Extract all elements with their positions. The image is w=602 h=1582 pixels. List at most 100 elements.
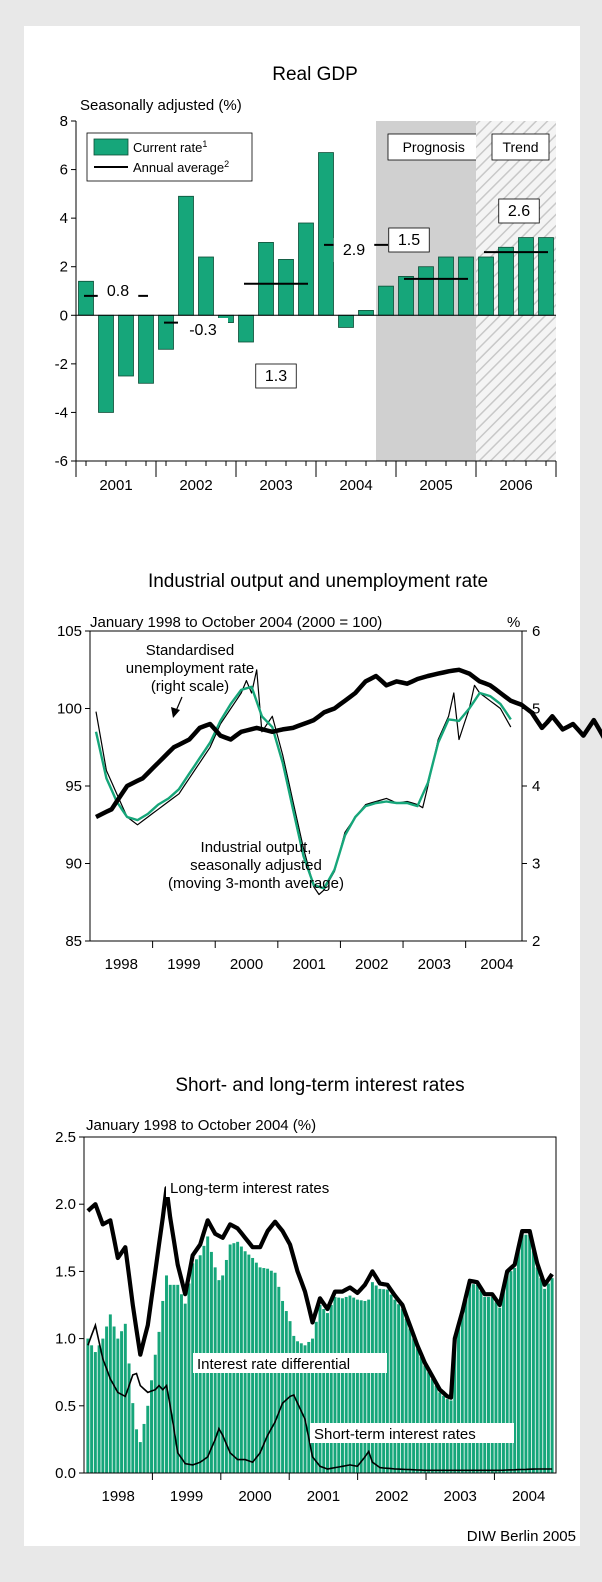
interest-differential-bar — [101, 1338, 105, 1473]
industrial-year-label: 2003 — [418, 956, 451, 973]
interest-differential-bar — [468, 1283, 472, 1473]
interest-differential-bar — [138, 1442, 142, 1473]
interest-differential-bar — [378, 1288, 382, 1473]
interest-differential-bar — [221, 1275, 225, 1473]
interest-year-label: 2001 — [307, 1488, 340, 1505]
gdp-year-label: 2006 — [499, 477, 532, 494]
interest-y-tick-label: 1.0 — [55, 1331, 76, 1348]
interest-differential-bar — [498, 1307, 502, 1473]
gdp-y-tick-label: 4 — [60, 210, 68, 227]
interest-differential-bar — [520, 1234, 524, 1473]
industrial-year-label: 1999 — [167, 956, 200, 973]
gdp-average-label-bg — [255, 363, 297, 389]
industrial-right-tick-label: 4 — [532, 778, 540, 795]
gdp-year-label: 2005 — [419, 477, 452, 494]
interest-differential-bar — [531, 1251, 535, 1473]
interest-differential-bar — [359, 1300, 363, 1473]
interest-differential-bar — [509, 1271, 513, 1473]
interest-differential-bar — [296, 1341, 300, 1473]
interest-differential-bar — [385, 1289, 389, 1473]
gdp-average-label-bg — [97, 279, 139, 303]
interest-differential-bar — [172, 1284, 176, 1473]
legend-annual-average: Annual average2 — [133, 159, 229, 175]
interest-differential-bar — [475, 1284, 479, 1473]
interest-differential-bar — [183, 1303, 187, 1473]
unemployment-line — [94, 667, 602, 820]
interest-differential-bar — [516, 1251, 520, 1473]
interest-differential-bar — [367, 1299, 371, 1473]
interest-differential-bar — [419, 1356, 423, 1473]
interest-differential-bar — [112, 1326, 116, 1473]
legend-swatch-current-rate — [93, 138, 129, 156]
gdp-axes: -6 -4 -2 0 2 4 6 8 2001 2002 2003 2004 2005 2006 — [55, 113, 557, 494]
interest-differential-bar — [168, 1284, 172, 1473]
differential-label-bg — [193, 1353, 387, 1373]
interest-differential-bar — [153, 1354, 157, 1473]
industrial-right-tick-label: 2 — [532, 933, 540, 950]
gdp-region-label-box-1 — [491, 133, 550, 161]
interest-chart: Short- and long-term interest rates Janu… — [55, 1075, 557, 1505]
interest-differential-bar — [513, 1267, 517, 1473]
interest-differential-bar — [543, 1288, 547, 1473]
output-annotation: Industrial output, seasonally adjusted (… — [168, 839, 344, 892]
interest-differential-bar — [93, 1352, 97, 1473]
industrial-right-unit: % — [507, 614, 520, 631]
short-term-label-bg — [310, 1423, 514, 1443]
gdp-subtitle: Seasonally adjusted (%) — [80, 97, 242, 114]
interest-differential-bar — [460, 1314, 464, 1473]
gdp-average-label: 2.6 — [508, 203, 530, 220]
gdp-year-label: 2003 — [259, 477, 292, 494]
industrial-year-label: 2002 — [355, 956, 388, 973]
interest-differential-bar — [535, 1267, 539, 1473]
industrial-axes: 85 90 95 100 105 2 3 4 5 6 1998 1999 2000 2001 2002 200… — [57, 623, 540, 973]
industrial-output-line — [95, 669, 512, 896]
gdp-average-label-bg — [178, 318, 228, 342]
interest-year-label: 2003 — [444, 1488, 477, 1505]
gdp-region-label-1: Trend — [502, 139, 538, 155]
industrial-left-tick-label: 95 — [65, 778, 82, 795]
gdp-average-label: -0.3 — [189, 322, 217, 339]
gdp-y-tick-label: 2 — [60, 259, 68, 276]
interest-differential-bar — [501, 1291, 505, 1473]
interest-differential-bar — [318, 1305, 322, 1473]
gdp-region-label-0: Prognosis — [403, 139, 465, 155]
interest-title: Short- and long-term interest rates — [175, 1075, 464, 1096]
industrial-right-tick-label: 6 — [532, 623, 540, 640]
interest-differential-bar — [157, 1331, 161, 1473]
unemployment-annotation: Standardised unemployment rate (right sc… — [126, 642, 254, 718]
interest-differential-bar — [427, 1372, 431, 1473]
interest-differential-bar — [370, 1282, 374, 1473]
interest-differential-bar — [326, 1313, 329, 1473]
industrial-year-label: 1998 — [105, 956, 138, 973]
interest-differential-bar — [487, 1296, 490, 1473]
interest-differential-bar — [90, 1345, 94, 1473]
interest-differential-bar — [281, 1300, 285, 1473]
interest-differential-bar — [108, 1314, 112, 1473]
gdp-region-label-box-0 — [387, 133, 480, 161]
interest-differential-bar — [142, 1423, 146, 1473]
interest-differential-bar — [490, 1296, 494, 1473]
gdp-y-tick-label: -4 — [55, 404, 68, 421]
gdp-average-label: 2.9 — [343, 242, 365, 259]
interest-differential-bar — [393, 1299, 397, 1473]
interest-differential-bar — [333, 1296, 337, 1473]
interest-differential-bar — [311, 1338, 314, 1473]
interest-differential-bar — [86, 1338, 90, 1473]
unemployment-label-line-2: unemployment rate — [126, 660, 254, 677]
industrial-title: Industrial output and unemployment rate — [148, 571, 488, 592]
interest-differential-bar — [131, 1403, 135, 1473]
interest-differential-bar — [123, 1323, 127, 1473]
interest-y-tick-label: 0.0 — [55, 1465, 76, 1482]
interest-differential-bar — [550, 1278, 554, 1473]
interest-differential-bar — [400, 1308, 404, 1473]
long-term-label: Long-term interest rates — [170, 1180, 329, 1197]
interest-year-label: 2000 — [238, 1488, 271, 1505]
interest-differential-bar — [539, 1278, 543, 1473]
industrial-left-tick-label: 100 — [57, 701, 82, 718]
interest-differential-bar — [303, 1345, 307, 1473]
unemployment-arrow-head — [171, 707, 180, 718]
interest-differential-bar — [292, 1335, 296, 1473]
interest-differential-bar — [146, 1405, 150, 1473]
interest-differential-bar — [472, 1284, 475, 1473]
output-label-line-2: seasonally adjusted — [190, 857, 322, 874]
